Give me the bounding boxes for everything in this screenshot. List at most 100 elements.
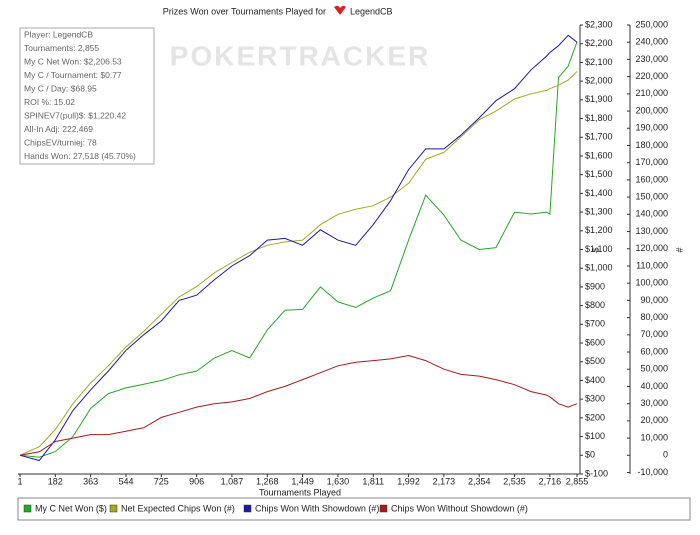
y-tick-label: $1,000 — [585, 263, 613, 273]
y2-tick-label: 40,000 — [640, 381, 668, 391]
x-tick-label: 182 — [48, 476, 63, 486]
x-tick-label: 1,449 — [291, 476, 314, 486]
legend-label: Chips Won With Showdown (#) — [255, 503, 379, 513]
y-tick-label: $900 — [585, 281, 605, 291]
y2-tick-label: 70,000 — [640, 329, 668, 339]
x-axis-title: Tournaments Played — [259, 487, 341, 497]
series-line — [19, 34, 578, 462]
y2-tick-label: 10,000 — [640, 432, 668, 442]
y2-tick-label: 210,000 — [635, 88, 668, 98]
x-tick-label: 1,630 — [327, 476, 350, 486]
y2-tick-label: 220,000 — [635, 71, 668, 81]
y2-tick-label: 230,000 — [635, 54, 668, 64]
x-tick-label: 544 — [118, 476, 133, 486]
y2-tick-label: 200,000 — [635, 105, 668, 115]
y-tick-label: $1,200 — [585, 225, 613, 235]
stat-line: Tournaments: 2,855 — [24, 43, 99, 53]
stat-line: ROI %: 15.02 — [24, 97, 75, 107]
y2-tick-label: 90,000 — [640, 295, 668, 305]
y2-tick-label: 190,000 — [635, 123, 668, 133]
y-tick-label: $1,800 — [585, 113, 613, 123]
y2-tick-label: 140,000 — [635, 209, 668, 219]
y2-tick-label: 240,000 — [635, 37, 668, 47]
x-tick-label: 1,811 — [362, 476, 384, 486]
y-tick-label: $800 — [585, 300, 605, 310]
y2-tick-label: 160,000 — [635, 174, 668, 184]
y2-tick-label: 250,000 — [635, 19, 668, 29]
y2-tick-label: 180,000 — [635, 140, 668, 150]
y2-tick-label: 60,000 — [640, 346, 668, 356]
y-tick-label: $1,500 — [585, 169, 613, 179]
x-tick-label: 2,173 — [433, 476, 456, 486]
y-tick-label: $2,000 — [585, 76, 613, 86]
series-line — [19, 354, 578, 456]
y-tick-label: $1,600 — [585, 150, 613, 160]
y-tick-label: $1,700 — [585, 132, 613, 142]
y2-tick-label: 100,000 — [635, 278, 668, 288]
y-tick-label: $2,300 — [585, 19, 613, 29]
legend-box — [17, 497, 691, 521]
y2-tick-label: 170,000 — [635, 157, 668, 167]
x-tick-label: 2,716 — [539, 476, 562, 486]
y-tick-label: $500 — [585, 356, 605, 366]
y-tick-label: $100 — [585, 431, 605, 441]
legend-label: Net Expected Chips Won (#) — [121, 503, 235, 513]
y2-tick-label: 120,000 — [635, 243, 668, 253]
legend-label: My C Net Won ($) — [35, 503, 107, 513]
y-tick-label: $1,400 — [585, 188, 613, 198]
y2-tick-label: 80,000 — [640, 312, 668, 322]
chart-title: Prizes Won over Tournaments Played for — [163, 6, 326, 16]
y-tick-label: $1,900 — [585, 94, 613, 104]
y-tick-label: $0 — [585, 450, 595, 460]
stat-line: My C / Tournament: $0.77 — [24, 70, 122, 80]
y-tick-label: $700 — [585, 319, 605, 329]
y-tick-label: $1,300 — [585, 206, 613, 216]
stat-line: My C / Day: $68.95 — [24, 83, 97, 93]
y2-tick-label: 0 — [663, 450, 668, 460]
legend-swatch — [379, 504, 388, 513]
x-tick-label: 1,992 — [397, 476, 420, 486]
x-tick-label: 363 — [83, 476, 98, 486]
x-tick-label: 2,535 — [503, 476, 526, 486]
stat-line: Hands Won: 27,518 (45.70%) — [24, 151, 136, 161]
y-tick-label: $200 — [585, 412, 605, 422]
x-tick-label: 725 — [154, 476, 169, 486]
stat-line: All-In Adj: 222,469 — [24, 124, 93, 134]
x-tick-label: 2,354 — [468, 476, 491, 486]
y2-axis-title: # — [674, 247, 684, 252]
y2-tick-label: 50,000 — [640, 364, 668, 374]
player-icon — [334, 5, 346, 15]
player-name: LegendCB — [350, 6, 393, 16]
stats-box — [19, 27, 155, 165]
y2-tick-label: 150,000 — [635, 191, 668, 201]
stat-line: My C Net Won: $2,206.53 — [24, 56, 122, 66]
stat-line: Player: LegendCB — [24, 29, 93, 39]
legend-swatch — [243, 504, 252, 513]
x-tick-label: 1,268 — [256, 476, 279, 486]
y-tick-label: $600 — [585, 337, 605, 347]
y-tick-label: $2,100 — [585, 57, 613, 67]
series-line — [19, 71, 578, 456]
stat-line: SPINEV7(pull)$: $1,220.42 — [24, 110, 126, 120]
series-line — [19, 41, 578, 458]
y2-tick-label: 110,000 — [636, 260, 668, 270]
y2-tick-label: 20,000 — [640, 415, 668, 425]
y-tick-label: $300 — [585, 394, 605, 404]
y-tick-label: $1,100 — [585, 244, 613, 254]
x-tick-label: 1,087 — [221, 476, 244, 486]
y-tick-label: $-100 — [585, 468, 608, 478]
x-tick-label: 1 — [17, 476, 22, 486]
y2-tick-label: -10,000 — [637, 467, 668, 477]
x-tick-label: 906 — [189, 476, 204, 486]
y2-tick-label: 30,000 — [640, 398, 668, 408]
y-tick-label: $2,200 — [585, 38, 613, 48]
y-axis-title: $ — [590, 247, 600, 252]
x-tick-label: 2,855 — [566, 476, 589, 486]
legend-label: Chips Won Without Showdown (#) — [391, 503, 528, 513]
y-tick-label: $400 — [585, 375, 605, 385]
legend-swatch — [109, 504, 118, 513]
stat-line: ChipsEV/turniej: 78 — [24, 137, 97, 147]
y2-tick-label: 130,000 — [635, 226, 668, 236]
watermark: POKERTRACKER — [170, 40, 430, 71]
